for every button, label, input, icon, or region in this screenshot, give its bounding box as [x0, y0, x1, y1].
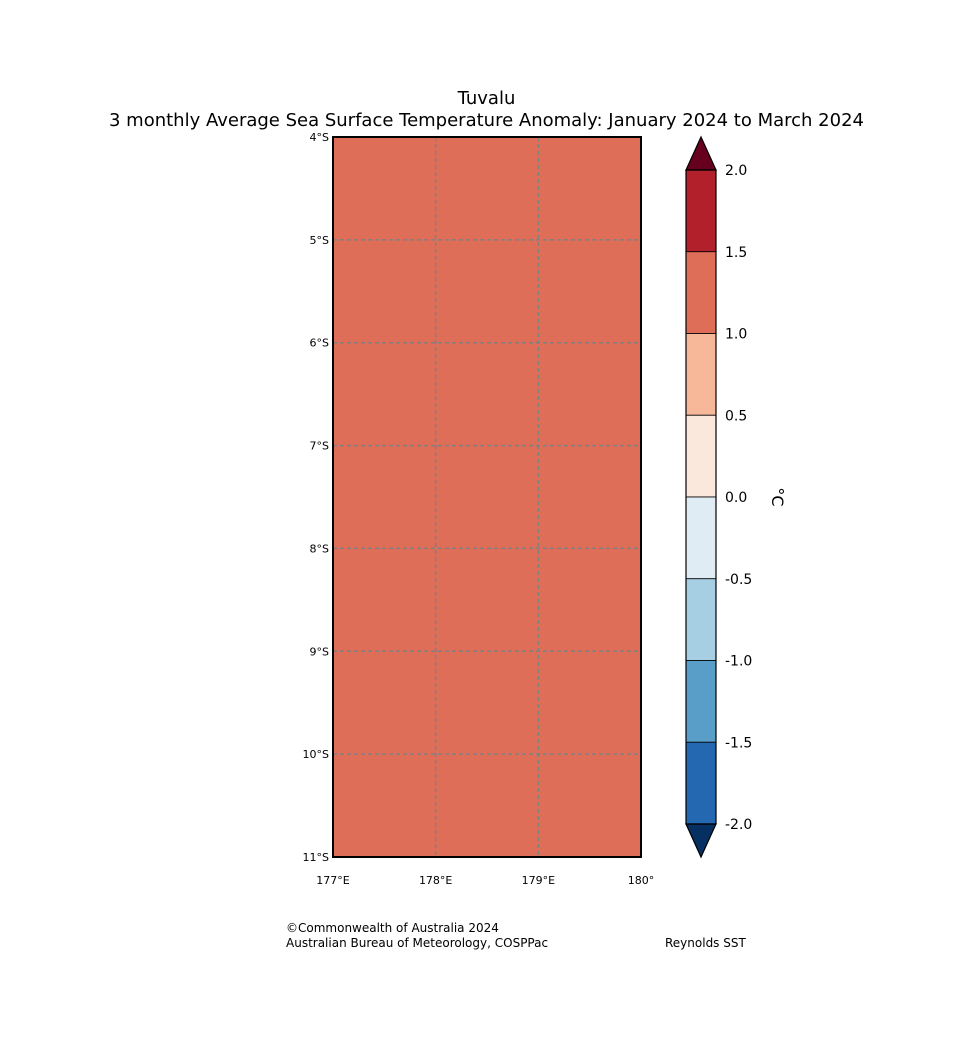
- latitude-label: 9°S: [310, 645, 329, 658]
- colorbar-tick-label: 0.5: [725, 408, 747, 424]
- longitude-label: 180°: [628, 874, 655, 887]
- latitude-label: 7°S: [310, 440, 329, 453]
- sst-anomaly-field: [333, 137, 641, 857]
- colorbar-band: [685, 660, 717, 743]
- colorbar-tick-label: -0.5: [725, 572, 752, 588]
- colorbar-tick-label: 1.0: [725, 327, 747, 343]
- colorbar: 2.0 1.5 1.0 0.5 0.0 -0.5 -1.0 -1.5 -2.0 °C: [685, 135, 787, 859]
- longitude-label: 179°E: [522, 874, 555, 887]
- colorbar-tick-label: -1.5: [725, 735, 752, 751]
- colorbar-band: [685, 169, 717, 253]
- map-panel: 4°S 5°S 6°S 7°S 8°S 9°S 10°S 11°S 177°E 178°E 179°…: [303, 131, 655, 887]
- map-title: Tuvalu: [457, 88, 516, 109]
- colorbar-band: [685, 578, 717, 661]
- latitude-label: 6°S: [310, 337, 329, 350]
- colorbar-extend-max: [685, 135, 717, 171]
- longitude-label: 177°E: [316, 874, 349, 887]
- colorbar-tick-label: 2.0: [725, 163, 747, 179]
- colorbar-extend-min: [685, 823, 717, 859]
- latitude-label: 11°S: [303, 851, 329, 864]
- dataset-text: Reynolds SST: [665, 936, 746, 950]
- agency-text: Australian Bureau of Meteorology, COSPPa…: [286, 936, 549, 950]
- latitude-label: 10°S: [303, 748, 329, 761]
- colorbar-unit-label: °C: [768, 487, 787, 506]
- colorbar-tick-label: 1.5: [725, 245, 747, 261]
- colorbar-frame: [685, 169, 717, 825]
- map-subtitle: 3 monthly Average Sea Surface Temperatur…: [108, 110, 864, 131]
- latitude-label: 5°S: [310, 234, 329, 247]
- colorbar-tick-label: -2.0: [725, 817, 752, 833]
- colorbar-tick-label: -1.0: [725, 654, 752, 670]
- colorbar-band: [685, 741, 717, 825]
- colorbar-band: [685, 251, 717, 334]
- latitude-label: 8°S: [310, 542, 329, 555]
- longitude-label: 178°E: [419, 874, 452, 887]
- copyright-text: ©Commonwealth of Australia 2024: [286, 921, 499, 935]
- colorbar-tick-label: 0.0: [725, 490, 747, 506]
- colorbar-band: [685, 414, 717, 498]
- map-frame: [332, 136, 642, 858]
- colorbar-band: [685, 333, 717, 416]
- latitude-label: 4°S: [310, 131, 329, 144]
- colorbar-band: [685, 496, 717, 580]
